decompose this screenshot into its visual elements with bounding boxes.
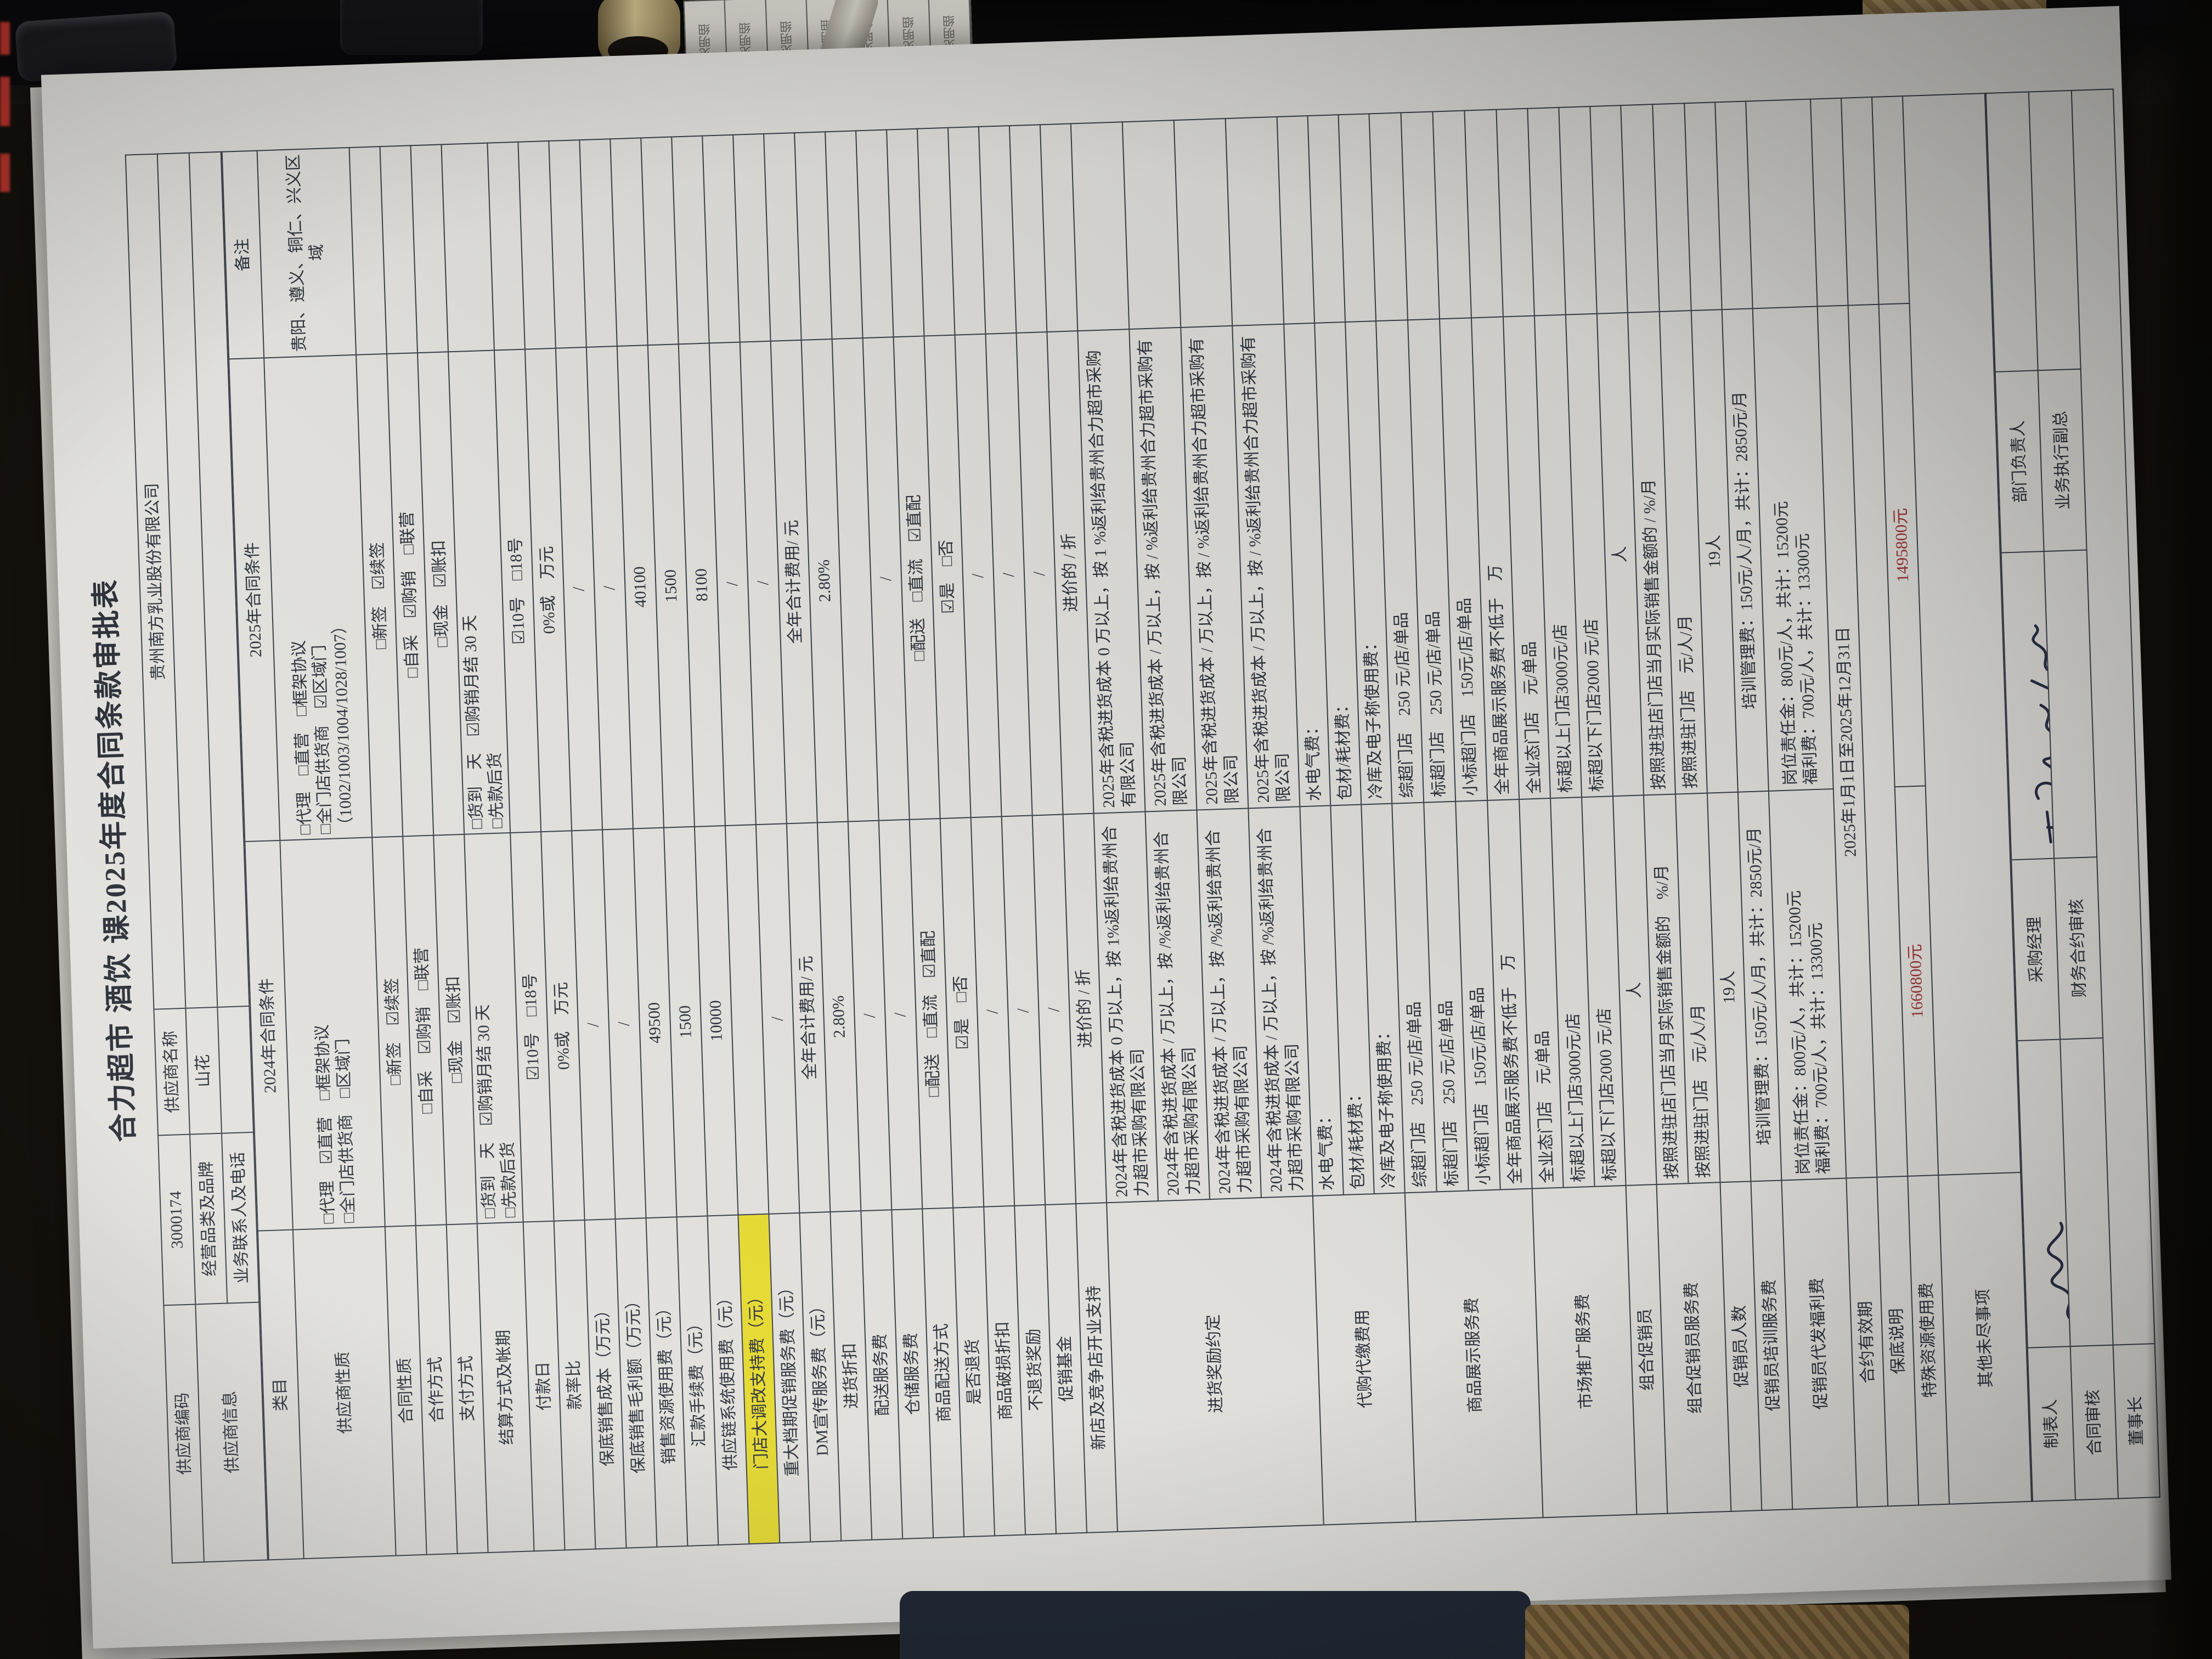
row-label: 促销员代发福利费 xyxy=(1781,1178,1858,1510)
row-label: 供应商性质 xyxy=(292,1226,396,1559)
contract-terms-table: 类目 2024年合同条件 2025年合同条件 备注 供应商性质 □代理 ☑直营 □… xyxy=(222,93,2032,1560)
note-cell: 贵阳、遵义、铜仁、兴义区域 xyxy=(257,148,357,358)
woven-basket-bottom xyxy=(1525,1605,1909,1659)
value-2024: 岗位责任金：800元/人，共计：15200元 福利费：700元/人，共计：1330… xyxy=(1768,788,1847,1181)
value-2025: □代理 □直营 □框架协议 □全门店供货商 ☑区域门 （1002/1003/1004… xyxy=(264,354,373,840)
category-label: 经营品类及品牌 xyxy=(190,1133,228,1305)
note-cell xyxy=(1746,99,1818,309)
purchasing-manager-label: 采购经理 xyxy=(2011,858,2061,1041)
signature-table: 制表人 采购经理 xyxy=(1985,88,2160,1502)
note-cell xyxy=(441,143,494,352)
category-value: 山花 xyxy=(185,1007,222,1135)
preparer-label: 制表人 xyxy=(2027,1346,2076,1502)
row-label: 进货奖励约定 xyxy=(1107,1195,1324,1532)
value-2024: □代理 ☑直营 □框架协议 □全门店供货商 □区域门 xyxy=(280,837,385,1230)
supplier-code-value: 3000174 xyxy=(158,1134,196,1306)
desk-shadow-right xyxy=(2146,0,2212,1659)
contact-value xyxy=(217,1006,253,1133)
contact-label: 业务联系人及电话 xyxy=(221,1132,259,1304)
red-mark xyxy=(0,22,10,55)
department-head-label: 部门负责人 xyxy=(1995,370,2044,553)
row-label: 其他未尽事项 xyxy=(1938,1172,2032,1504)
note-cell xyxy=(1070,122,1130,331)
contract-approval-form-paper: 合力超市 酒饮 课2025年度合同条款审批表 供应商编码 3000174 供应商… xyxy=(41,5,2171,1649)
row-label: 市场推广服务费 xyxy=(1532,1185,1637,1518)
row-label: 代购代缴费用 xyxy=(1312,1193,1416,1525)
contract-review-label: 合同审核 xyxy=(2070,1345,2118,1500)
note-cell xyxy=(1173,119,1233,328)
finance-review-label: 财务合约审核 xyxy=(2054,857,2103,1040)
note-cell xyxy=(1225,116,1284,326)
row-label: 商品展示服务费 xyxy=(1404,1188,1543,1522)
executive-vp-label: 业务执行副总 xyxy=(2038,369,2087,552)
supplier-info-label: 供应商信息 xyxy=(195,1302,268,1562)
red-mark xyxy=(0,154,10,192)
red-mark xyxy=(0,77,10,126)
navy-fabric xyxy=(900,1591,1531,1659)
row-label: 组合促销员服务费 xyxy=(1656,1182,1731,1514)
supplier-name-label: 供应商名称 xyxy=(154,1008,190,1136)
note-cell xyxy=(1122,120,1181,330)
